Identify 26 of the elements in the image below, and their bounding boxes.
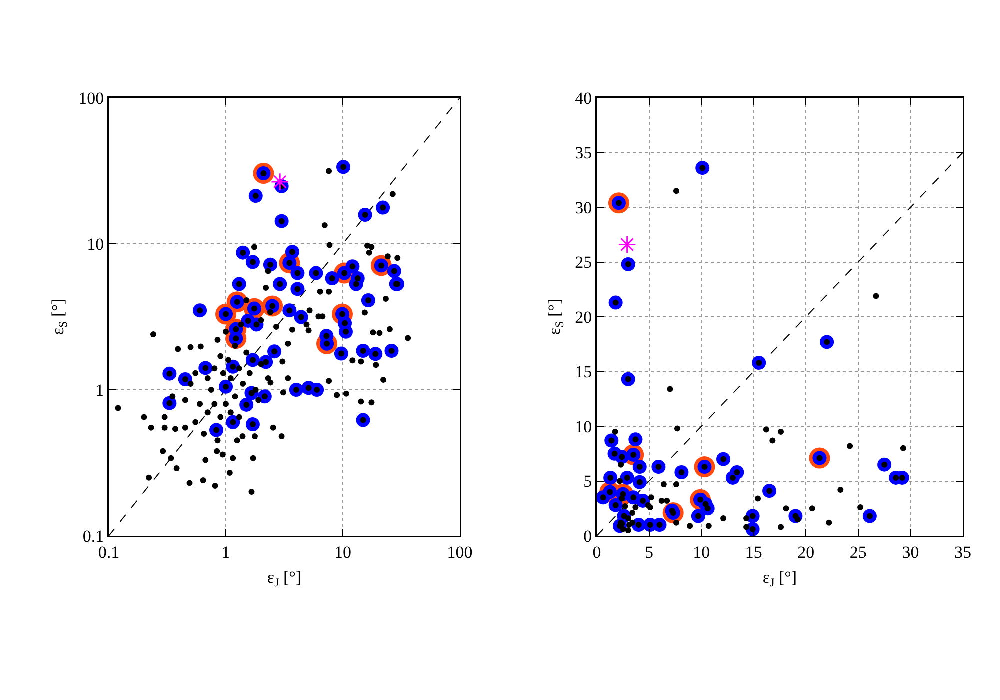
y-tick-label: 10 bbox=[575, 417, 592, 436]
y-tick-label: 35 bbox=[575, 144, 592, 163]
x-tick-label: 100 bbox=[447, 542, 473, 562]
y-tick-label: 20 bbox=[575, 308, 592, 327]
y-tick-label: 10 bbox=[87, 234, 104, 254]
y-tick-label: 40 bbox=[575, 88, 592, 108]
x-tick-label: 10 bbox=[334, 542, 352, 562]
y-tick-label: 15 bbox=[575, 362, 592, 382]
y-tick-label: 100 bbox=[78, 88, 104, 108]
x-tick-label: 10 bbox=[693, 542, 710, 562]
y-tick-label: 1 bbox=[96, 380, 104, 400]
x-tick-label: 25 bbox=[850, 542, 867, 562]
x-tick-label: 15 bbox=[745, 542, 762, 562]
point bbox=[618, 236, 636, 254]
x-tick-label: 30 bbox=[902, 542, 920, 562]
y-tick-label: 5 bbox=[584, 472, 592, 492]
y-tick-label: 0.1 bbox=[82, 526, 104, 546]
y-tick-label: 25 bbox=[575, 253, 592, 272]
x-tick-label: 5 bbox=[645, 542, 654, 562]
x-tick-label: 1 bbox=[222, 542, 230, 562]
y-tick-label: 30 bbox=[575, 198, 592, 218]
x-tick-label: 20 bbox=[798, 542, 815, 562]
x-axis-title: ε$_{J}$ [°] bbox=[762, 568, 798, 590]
x-axis-title: ε$_{J}$ [°] bbox=[267, 568, 302, 590]
y-tick-label: 0 bbox=[584, 526, 592, 546]
x-tick-label: 35 bbox=[954, 542, 972, 562]
